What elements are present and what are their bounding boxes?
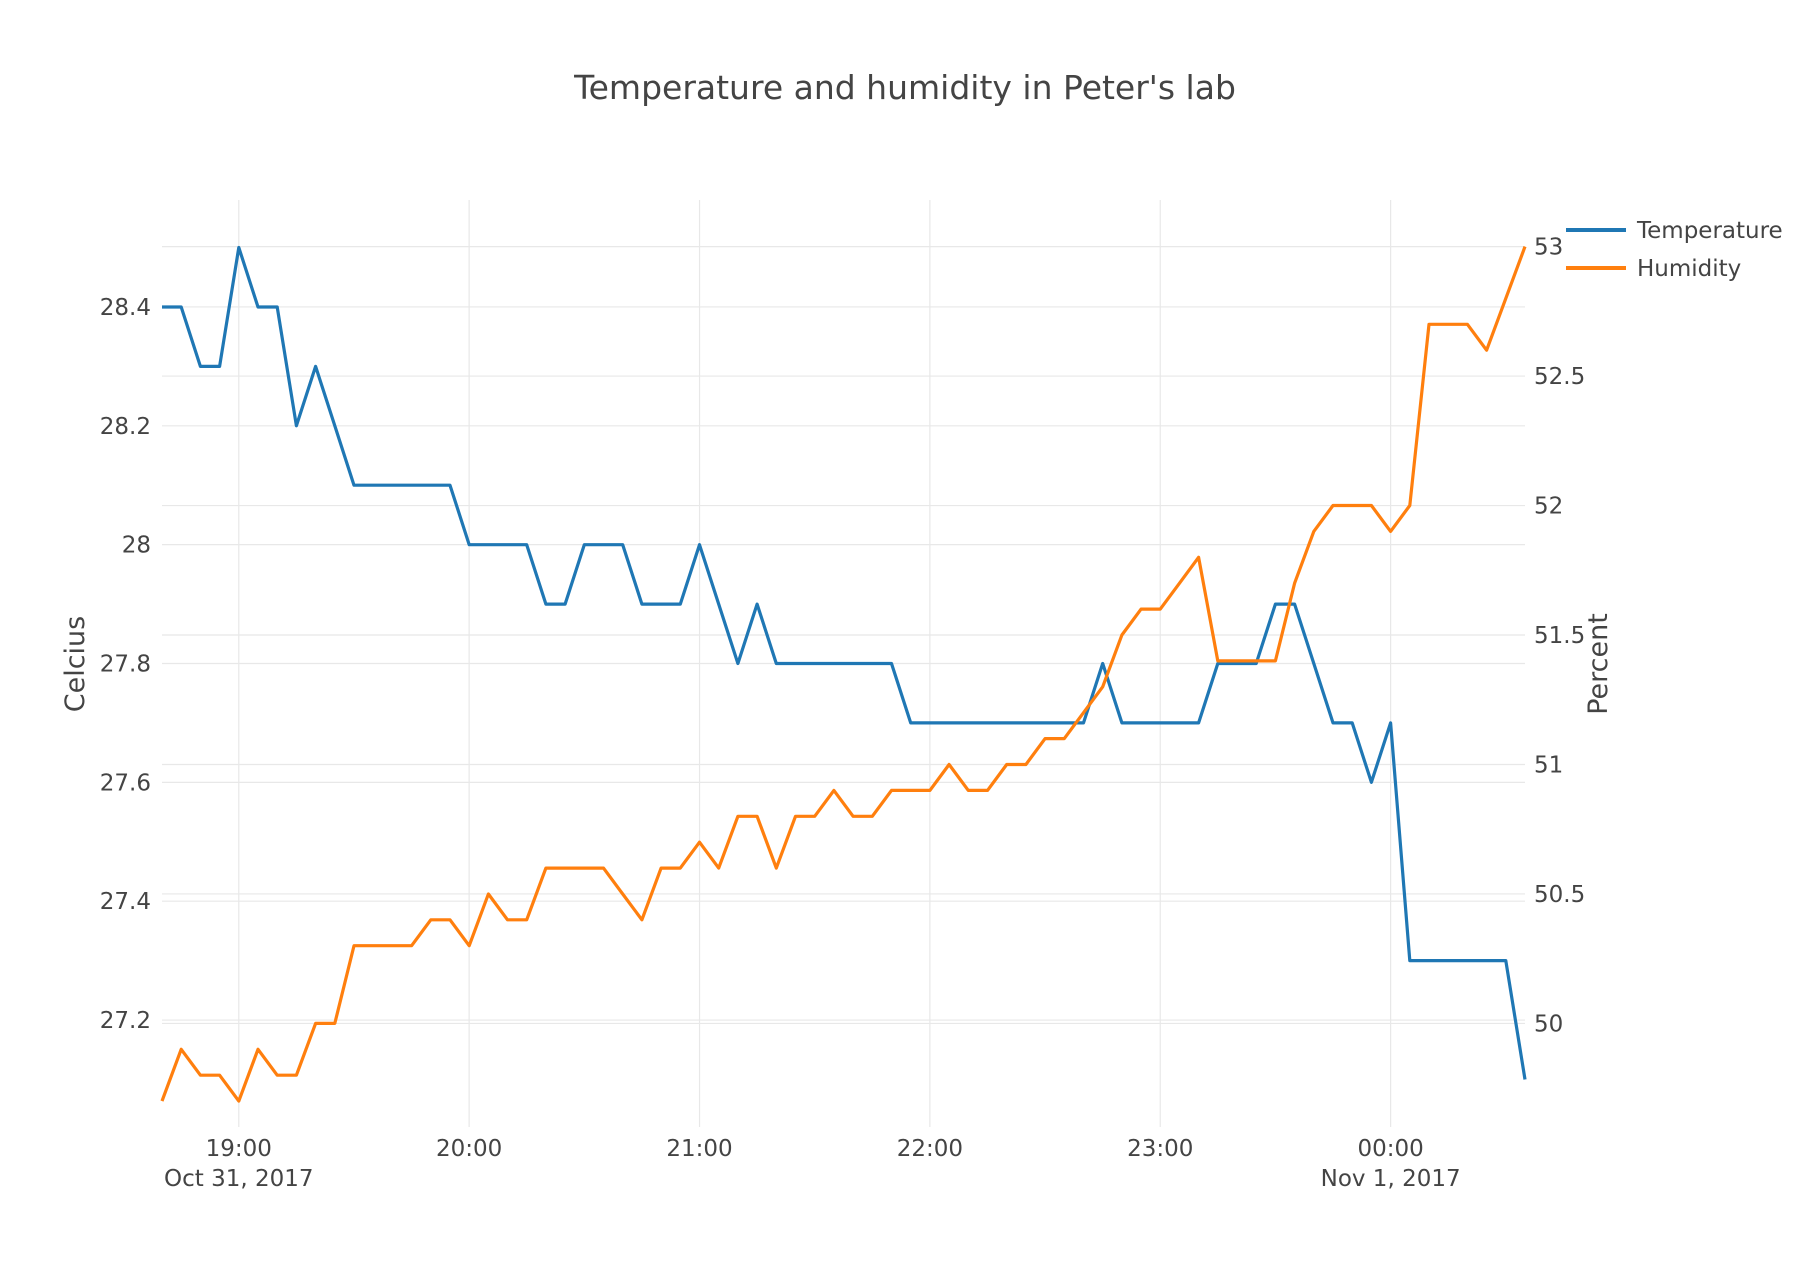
y2-tick-label: 50	[1534, 1011, 1563, 1037]
y2-tick-label: 52	[1534, 494, 1563, 520]
series-line-temperature[interactable]	[162, 245, 1527, 1080]
legend-item-temperature[interactable]: Temperature	[1566, 218, 1783, 244]
tick-layer: 19:00 Oct 31, 2017 20:00 21:00 22:00 23:00 00:…	[100, 235, 1585, 1192]
y-axis-title: Celcius	[60, 616, 91, 713]
y-tick-label: 28.4	[100, 295, 151, 321]
y2-tick-label: 51.5	[1534, 623, 1585, 649]
y-tick-label: 27.8	[100, 652, 151, 678]
y2-tick-label: 52.5	[1534, 364, 1585, 390]
y2-tick-label: 50.5	[1534, 882, 1585, 908]
x-tick-label: 22:00	[897, 1136, 963, 1162]
y-tick-label: 28.2	[100, 414, 151, 440]
y2-tick-label: 51	[1534, 752, 1563, 778]
series-line-humidity[interactable]	[160, 246, 1527, 1103]
y-tick-label: 27.6	[100, 770, 151, 796]
y-tick-label: 28	[122, 533, 151, 559]
x-tick-label: 19:00	[206, 1136, 272, 1162]
x-tick-label: 23:00	[1127, 1136, 1193, 1162]
y2-axis-title: Percent	[1583, 613, 1614, 715]
x-tick-label: 20:00	[436, 1136, 502, 1162]
chart-title: Temperature and humidity in Peter's lab	[573, 68, 1236, 107]
x-tick-label: 21:00	[666, 1136, 732, 1162]
y2-tick-label: 53	[1534, 235, 1563, 261]
series-layer	[160, 245, 1527, 1103]
x-tick-label: 00:00	[1357, 1136, 1423, 1162]
y-tick-label: 27.2	[100, 1008, 151, 1034]
legend[interactable]: Temperature Humidity	[1566, 218, 1783, 282]
legend-item-humidity[interactable]: Humidity	[1566, 256, 1741, 282]
legend-label-temperature: Temperature	[1636, 218, 1783, 244]
x-tick-date-label: Nov 1, 2017	[1321, 1166, 1461, 1192]
legend-label-humidity: Humidity	[1637, 256, 1741, 282]
x-tick-date-label: Oct 31, 2017	[164, 1166, 314, 1192]
y-tick-label: 27.4	[100, 889, 151, 915]
